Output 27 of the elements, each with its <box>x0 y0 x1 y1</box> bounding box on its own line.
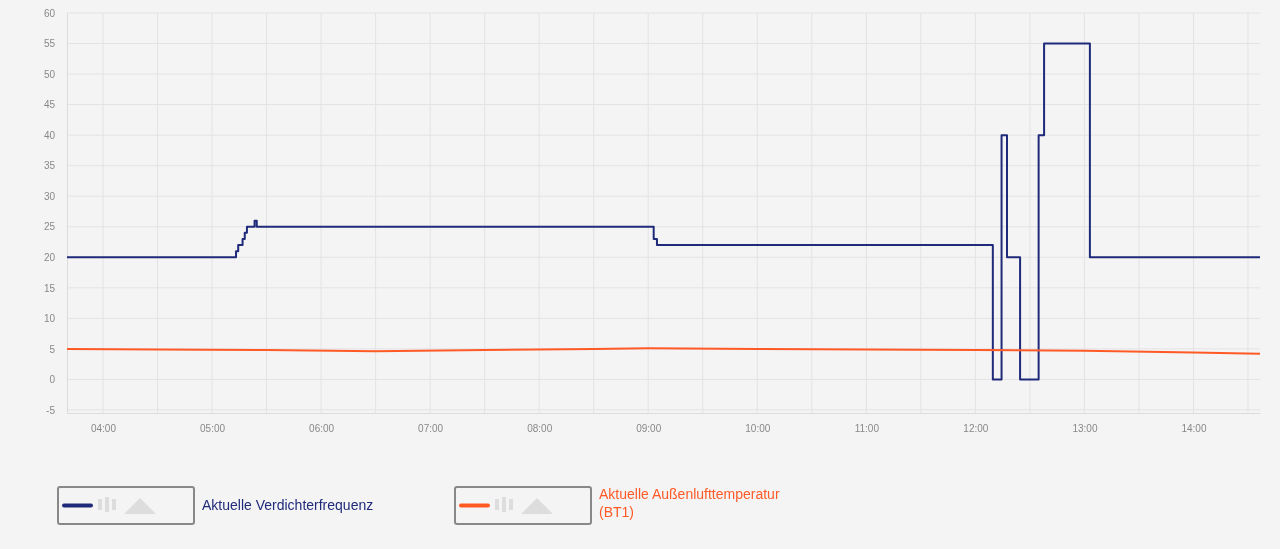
text: Aktuelle Außenlufttemperatur (BT1) <box>599 486 780 520</box>
x-tick-label: 13:00 <box>1072 423 1098 435</box>
y-tick-label: 5 <box>49 343 56 355</box>
y-tick-label: 55 <box>43 38 56 50</box>
x-tick-label: 05:00 <box>200 423 226 435</box>
x-tick-label: 06:00 <box>309 423 335 435</box>
y-tick-label: 15 <box>43 282 56 294</box>
y-tick-label: 0 <box>49 374 56 386</box>
text: Aktuelle Verdichterfrequenz <box>202 497 374 513</box>
x-tick-label: 08:00 <box>527 423 553 435</box>
y-tick-label: 40 <box>43 129 56 141</box>
x-tick-label: 07:00 <box>418 423 444 435</box>
x-tick-label: 04:00 <box>90 423 117 435</box>
y-tick-label: 10 <box>43 313 56 325</box>
x-tick-label: 11:00 <box>854 423 880 435</box>
x-tick-label: 09:00 <box>636 423 662 435</box>
x-tick-label: 10:00 <box>745 423 771 435</box>
y-tick-label: 25 <box>43 221 56 233</box>
y-tick-label: 20 <box>43 251 56 263</box>
x-tick-label: 14:00 <box>1181 423 1207 435</box>
y-tick-label: 60 <box>43 7 56 19</box>
y-tick-label: -5 <box>46 404 56 416</box>
y-tick-label: 50 <box>43 68 56 80</box>
y-tick-label: 45 <box>43 99 56 111</box>
x-tick-label: 12:00 <box>963 423 989 435</box>
y-tick-label: 35 <box>43 160 56 172</box>
y-tick-label: 30 <box>43 190 56 202</box>
